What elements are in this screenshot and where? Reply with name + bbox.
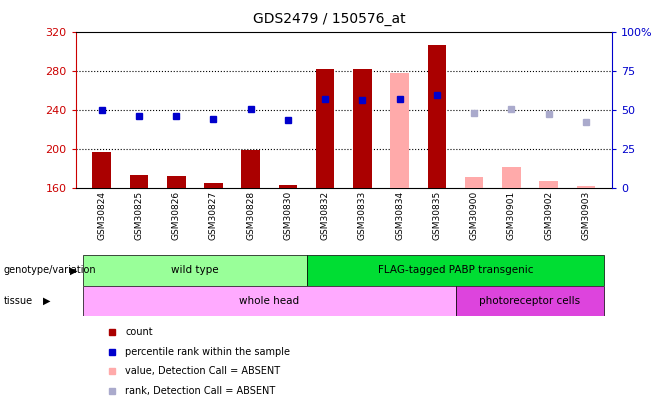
Bar [241, 150, 260, 188]
Text: GDS2479 / 150576_at: GDS2479 / 150576_at [253, 12, 405, 26]
Text: value, Detection Call = ABSENT: value, Detection Call = ABSENT [125, 366, 280, 376]
Text: wild type: wild type [171, 265, 218, 275]
Bar [278, 185, 297, 188]
Text: genotype/variation: genotype/variation [3, 265, 96, 275]
Text: count: count [125, 327, 153, 337]
Bar [83, 286, 455, 316]
Text: ▶: ▶ [70, 265, 78, 275]
Bar [92, 152, 111, 188]
Bar [167, 176, 186, 188]
Bar [502, 167, 520, 188]
Bar [353, 69, 372, 188]
Text: FLAG-tagged PABP transgenic: FLAG-tagged PABP transgenic [378, 265, 533, 275]
Text: whole head: whole head [240, 296, 299, 306]
Bar [83, 255, 307, 286]
Bar [455, 286, 605, 316]
Text: rank, Detection Call = ABSENT: rank, Detection Call = ABSENT [125, 386, 275, 396]
Bar [130, 175, 148, 188]
Bar [465, 177, 484, 188]
Bar [316, 69, 334, 188]
Bar [540, 181, 558, 188]
Text: percentile rank within the sample: percentile rank within the sample [125, 347, 290, 356]
Text: ▶: ▶ [43, 296, 50, 306]
Bar [390, 73, 409, 188]
Text: tissue: tissue [3, 296, 32, 306]
Bar [307, 255, 605, 286]
Bar [576, 186, 595, 188]
Bar [204, 183, 223, 188]
Text: photoreceptor cells: photoreceptor cells [480, 296, 580, 306]
Bar [428, 45, 446, 188]
